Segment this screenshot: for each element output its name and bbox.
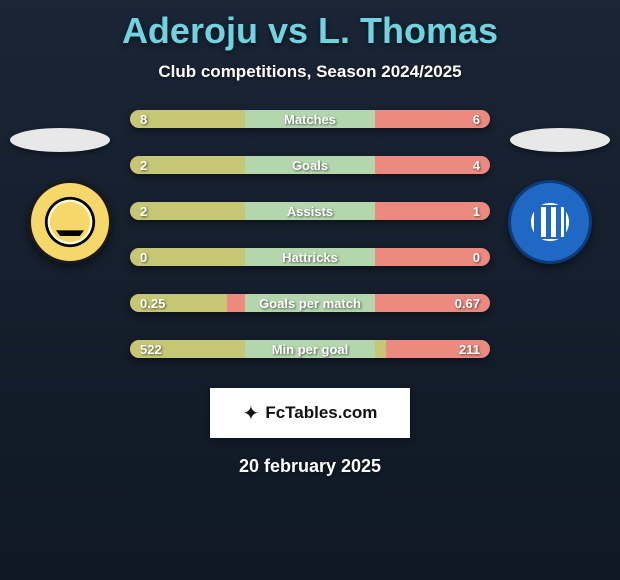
- stat-row: Hattricks 0 0: [130, 248, 490, 266]
- stat-label-pill: Goals per match: [245, 294, 375, 312]
- player2-name: L. Thomas: [318, 10, 498, 51]
- stat-label-pill: Min per goal: [245, 340, 375, 358]
- vs-text: vs: [268, 10, 308, 51]
- stat-label-pill: Assists: [245, 202, 375, 220]
- page-title: Aderoju vs L. Thomas: [0, 0, 620, 52]
- stat-left-value: 522: [140, 340, 162, 358]
- stat-label-pill: Matches: [245, 110, 375, 128]
- stat-left-value: 2: [140, 202, 147, 220]
- branding-icon: ✦: [243, 401, 260, 426]
- stat-left-value: 0.25: [140, 294, 165, 312]
- stat-label: Goals per match: [259, 296, 361, 311]
- stat-row: Matches 8 6: [130, 110, 490, 128]
- player1-avatar: [10, 128, 110, 152]
- stat-row: Goals per match 0.25 0.67: [130, 294, 490, 312]
- player2-avatar: [510, 128, 610, 152]
- stat-right-value: 1: [473, 202, 480, 220]
- stat-label: Hattricks: [282, 250, 338, 265]
- stat-label-pill: Goals: [245, 156, 375, 174]
- club-crest-right: [508, 180, 592, 264]
- stat-right-value: 0: [473, 248, 480, 266]
- stat-label-pill: Hattricks: [245, 248, 375, 266]
- stat-label: Assists: [287, 204, 333, 219]
- subtitle: Club competitions, Season 2024/2025: [0, 62, 620, 82]
- snapshot-date: 20 february 2025: [0, 456, 620, 477]
- stat-label: Min per goal: [272, 342, 349, 357]
- stat-label: Matches: [284, 112, 336, 127]
- stat-left-fill: [130, 156, 249, 174]
- stat-row: Goals 2 4: [130, 156, 490, 174]
- player1-name: Aderoju: [122, 10, 258, 51]
- stat-left-value: 0: [140, 248, 147, 266]
- stat-left-value: 2: [140, 156, 147, 174]
- stat-left-value: 8: [140, 110, 147, 128]
- stat-right-value: 211: [459, 340, 480, 358]
- comparison-chart: Matches 8 6 Goals 2 4 Assists 2 1 Hattricks 0 0 Goal…: [130, 110, 490, 358]
- stat-row: Min per goal 522 211: [130, 340, 490, 358]
- branding-text: FcTables.com: [265, 403, 377, 423]
- stat-right-value: 4: [473, 156, 480, 174]
- branding: ✦ FcTables.com: [210, 388, 410, 438]
- club-crest-left: [28, 180, 112, 264]
- stat-right-value: 6: [473, 110, 480, 128]
- stat-label: Goals: [292, 158, 328, 173]
- stat-right-value: 0.67: [455, 294, 480, 312]
- stat-row: Assists 2 1: [130, 202, 490, 220]
